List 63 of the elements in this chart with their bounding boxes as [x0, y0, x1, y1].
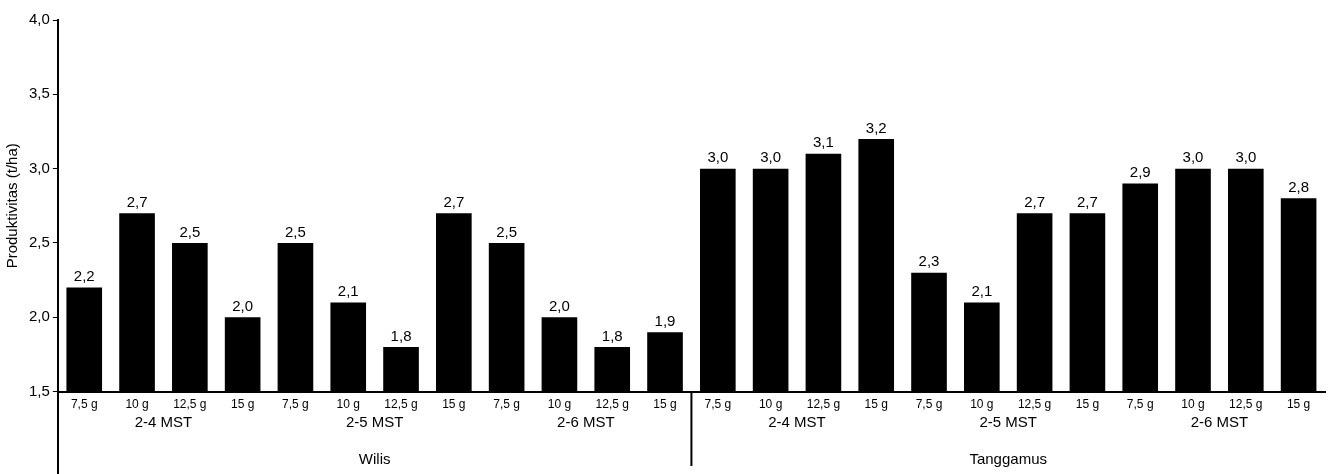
- x-tick-label: 7,5 g: [493, 397, 520, 412]
- data-label: 2,3: [918, 252, 940, 270]
- text: Tanggamus: [969, 450, 1047, 468]
- x-tick-label: 12,5 g: [595, 397, 629, 412]
- data-label: 2,7: [1024, 192, 1046, 210]
- data-label: 3,2: [865, 118, 887, 136]
- text: 2-5 MST: [979, 412, 1037, 430]
- data-label: 3,1: [812, 133, 834, 151]
- text: 2-5 MST: [345, 412, 404, 430]
- data-label: 1,9: [654, 311, 676, 329]
- data-label: 2,5: [179, 222, 201, 240]
- x-tick-label: 12,5 g: [1229, 397, 1263, 412]
- x-tick-label: 7,5 g: [70, 397, 98, 412]
- text: 2-4 MST: [768, 412, 826, 430]
- data-label: 3,0: [1235, 148, 1257, 166]
- x-tick-label: 15 g: [653, 397, 677, 412]
- x-tick-label: 15 g: [230, 397, 255, 412]
- text: Wilis: [358, 450, 391, 468]
- data-label: 2,2: [73, 267, 95, 285]
- x-tick-label: 10 g: [758, 397, 783, 412]
- x-tick-label: 7,5 g: [915, 397, 943, 412]
- x-tick-label: 15 g: [864, 397, 888, 412]
- data-label: 2,7: [1076, 192, 1098, 210]
- y-tick-label: 1,5: [28, 381, 50, 399]
- data-label: 2,7: [443, 192, 465, 210]
- data-label: 2,0: [232, 296, 254, 314]
- data-label: 2,5: [496, 222, 518, 240]
- x-tick-label: 12,5 g: [806, 397, 841, 412]
- y-tick-label: 2,0: [28, 307, 50, 325]
- data-label: 2,0: [549, 296, 570, 314]
- data-label: 2,1: [337, 282, 359, 300]
- x-tick-label: 10 g: [970, 397, 994, 412]
- x-tick-label: 12,5 g: [384, 397, 418, 412]
- data-label: 3,0: [707, 148, 729, 166]
- y-tick-label: 3,5: [28, 84, 50, 102]
- x-tick-label: 7,5 g: [282, 397, 309, 412]
- data-label: 3,0: [1182, 148, 1204, 166]
- data-label: 2,8: [1288, 178, 1310, 196]
- x-tick-label: 7,5 g: [704, 397, 732, 412]
- text: 2-4 MST: [134, 412, 193, 430]
- x-tick-label: 10 g: [1181, 397, 1205, 412]
- x-tick-label: 10 g: [336, 397, 360, 412]
- data-label: 1,8: [390, 326, 412, 344]
- y-axis-title: Produktivitas (t/ha): [3, 143, 21, 269]
- data-label: 3,0: [760, 148, 782, 166]
- x-tick-label: 12,5 g: [173, 397, 207, 412]
- x-tick-label: 12,5 g: [1017, 397, 1052, 412]
- x-tick-label: 10 g: [125, 397, 149, 412]
- x-tick-label: 7,5 g: [1126, 397, 1154, 412]
- data-label: 2,1: [971, 282, 993, 300]
- data-label: 1,8: [601, 326, 623, 344]
- y-tick-label: 3,0: [28, 158, 50, 176]
- text: 2-6 MST: [1190, 412, 1249, 430]
- data-label: 2,5: [285, 222, 306, 240]
- x-tick-label: 15 g: [1286, 397, 1311, 412]
- text: 2-6 MST: [557, 412, 615, 430]
- data-label: 2,7: [126, 192, 148, 210]
- y-tick-label: 2,5: [28, 233, 50, 251]
- x-tick-label: 15 g: [1075, 397, 1100, 412]
- y-tick-label: 4,0: [28, 10, 50, 28]
- data-label: 2,9: [1129, 163, 1151, 181]
- x-tick-label: 10 g: [547, 397, 572, 412]
- x-tick-label: 15 g: [442, 397, 466, 412]
